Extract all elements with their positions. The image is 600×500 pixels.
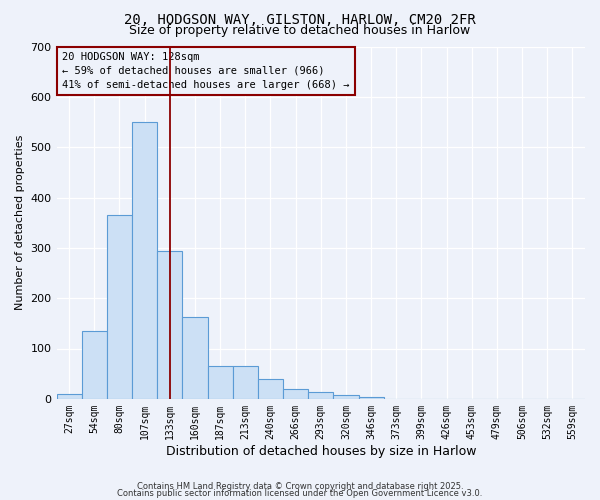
Bar — [208, 366, 233, 399]
Bar — [107, 215, 132, 399]
Bar — [157, 252, 182, 399]
Bar — [56, 394, 82, 399]
Y-axis label: Number of detached properties: Number of detached properties — [15, 135, 25, 310]
Text: Contains public sector information licensed under the Open Government Licence v3: Contains public sector information licen… — [118, 489, 482, 498]
Bar — [182, 317, 208, 399]
X-axis label: Distribution of detached houses by size in Harlow: Distribution of detached houses by size … — [166, 444, 476, 458]
Bar — [334, 395, 359, 399]
Text: 20 HODGSON WAY: 128sqm
← 59% of detached houses are smaller (966)
41% of semi-de: 20 HODGSON WAY: 128sqm ← 59% of detached… — [62, 52, 349, 90]
Bar — [233, 366, 258, 399]
Text: Contains HM Land Registry data © Crown copyright and database right 2025.: Contains HM Land Registry data © Crown c… — [137, 482, 463, 491]
Text: 20, HODGSON WAY, GILSTON, HARLOW, CM20 2FR: 20, HODGSON WAY, GILSTON, HARLOW, CM20 2… — [124, 12, 476, 26]
Bar — [132, 122, 157, 399]
Bar — [308, 392, 334, 399]
Bar — [82, 331, 107, 399]
Bar — [258, 378, 283, 399]
Bar — [283, 389, 308, 399]
Text: Size of property relative to detached houses in Harlow: Size of property relative to detached ho… — [130, 24, 470, 37]
Bar — [359, 398, 383, 399]
